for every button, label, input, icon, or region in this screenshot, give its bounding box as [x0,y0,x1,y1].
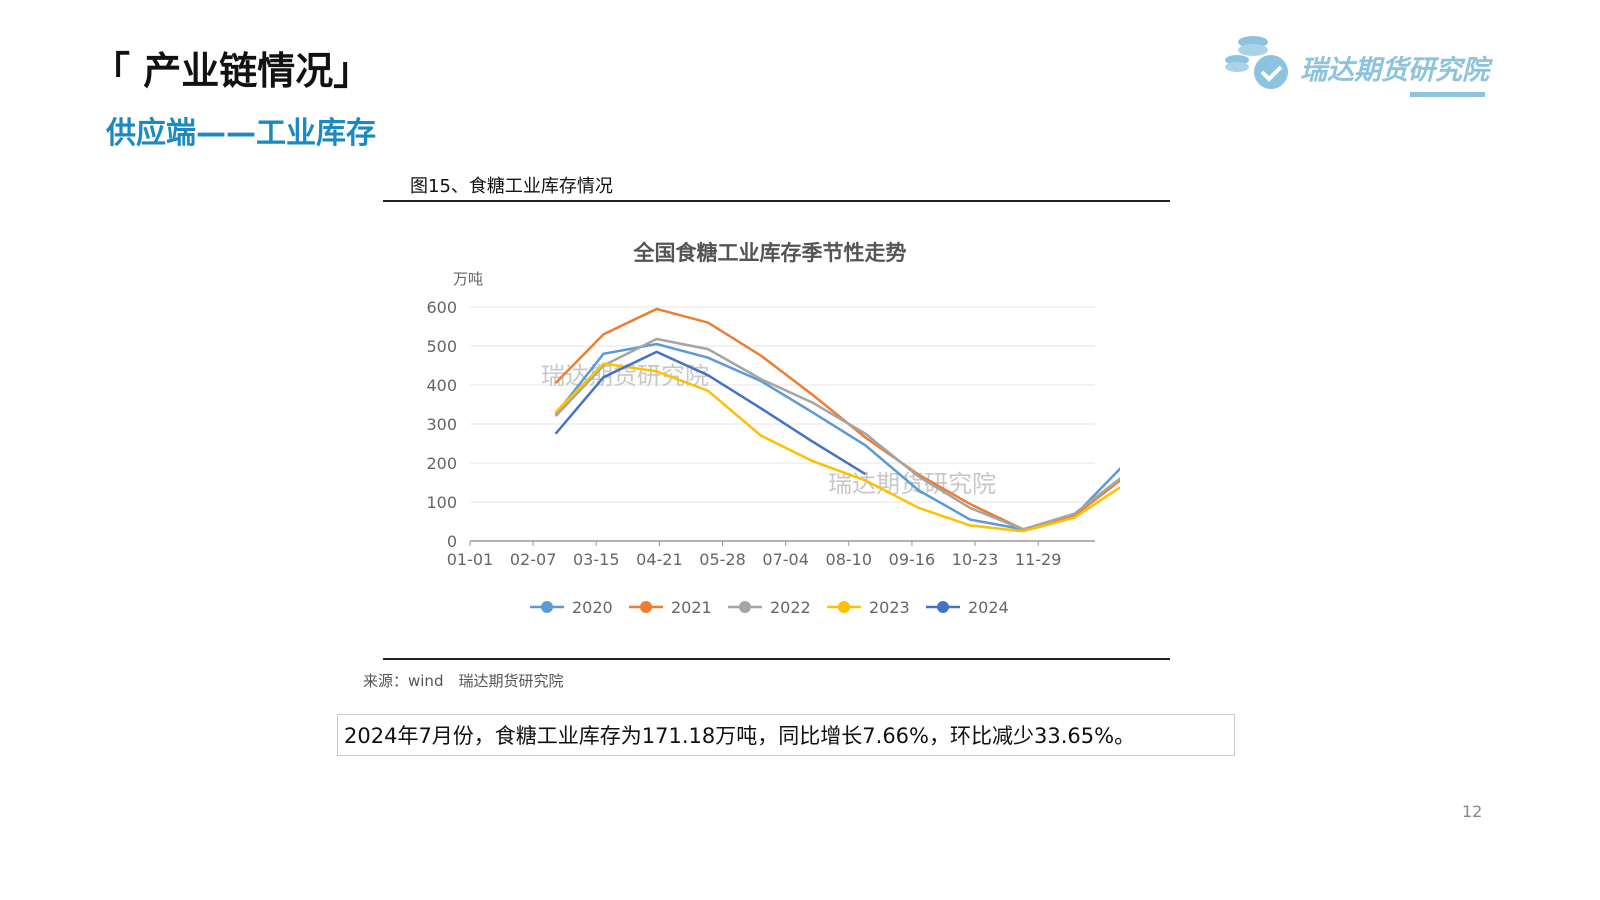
legend-marker-2023 [838,601,850,613]
source-text: 来源：wind 瑞达期货研究院 [363,672,564,690]
y-tick-label: 600 [426,298,457,317]
x-tick-label: 07-04 [762,550,809,569]
x-tick-label: 02-07 [510,550,557,569]
x-tick-label: 03-15 [573,550,620,569]
y-tick-label: 0 [447,532,457,551]
figure-caption: 图15、食糖工业库存情况 [410,176,613,197]
logo-coins-icon [1225,36,1288,89]
y-tick-label: 300 [426,415,457,434]
series-line-2022 [554,337,1120,531]
x-tick-label: 10-23 [952,550,999,569]
legend-marker-2024 [937,601,949,613]
y-axis-label: 万吨 [453,270,483,288]
x-tick-label: 08-10 [826,550,873,569]
subtitle: 供应端——工业库存 [106,116,376,151]
logo-text: 瑞达期货研究院 [1300,55,1489,86]
y-tick-label: 100 [426,493,457,512]
x-tick-label: 01-01 [447,550,494,569]
legend-label: 2023 [869,598,910,617]
chart-title: 全国食糖工业库存季节性走势 [633,241,907,265]
x-tick-label: 11-29 [1015,550,1062,569]
legend-label: 2022 [770,598,811,617]
y-tick-label: 200 [426,454,457,473]
legend-marker-2021 [640,601,652,613]
section-title: 「 产业链情况」 [92,49,372,93]
series-line-2023 [554,362,1120,533]
y-tick-label: 500 [426,337,457,356]
legend-marker-2020 [541,601,553,613]
legend-label: 2021 [671,598,712,617]
logo-underline [1410,92,1485,97]
legend-label: 2020 [572,598,613,617]
summary-note: 2024年7月份，食糖工业库存为171.18万吨，同比增长7.66%，环比减少3… [337,714,1235,756]
y-tick-label: 400 [426,376,457,395]
top-rule [383,200,1170,202]
legend-label: 2024 [968,598,1009,617]
x-tick-label: 09-16 [889,550,936,569]
legend-marker-2022 [739,601,751,613]
bottom-rule [383,658,1170,660]
series-line-2024 [554,350,867,476]
x-tick-label: 04-21 [636,550,683,569]
x-tick-label: 05-28 [699,550,746,569]
page-number: 12 [1462,802,1483,821]
